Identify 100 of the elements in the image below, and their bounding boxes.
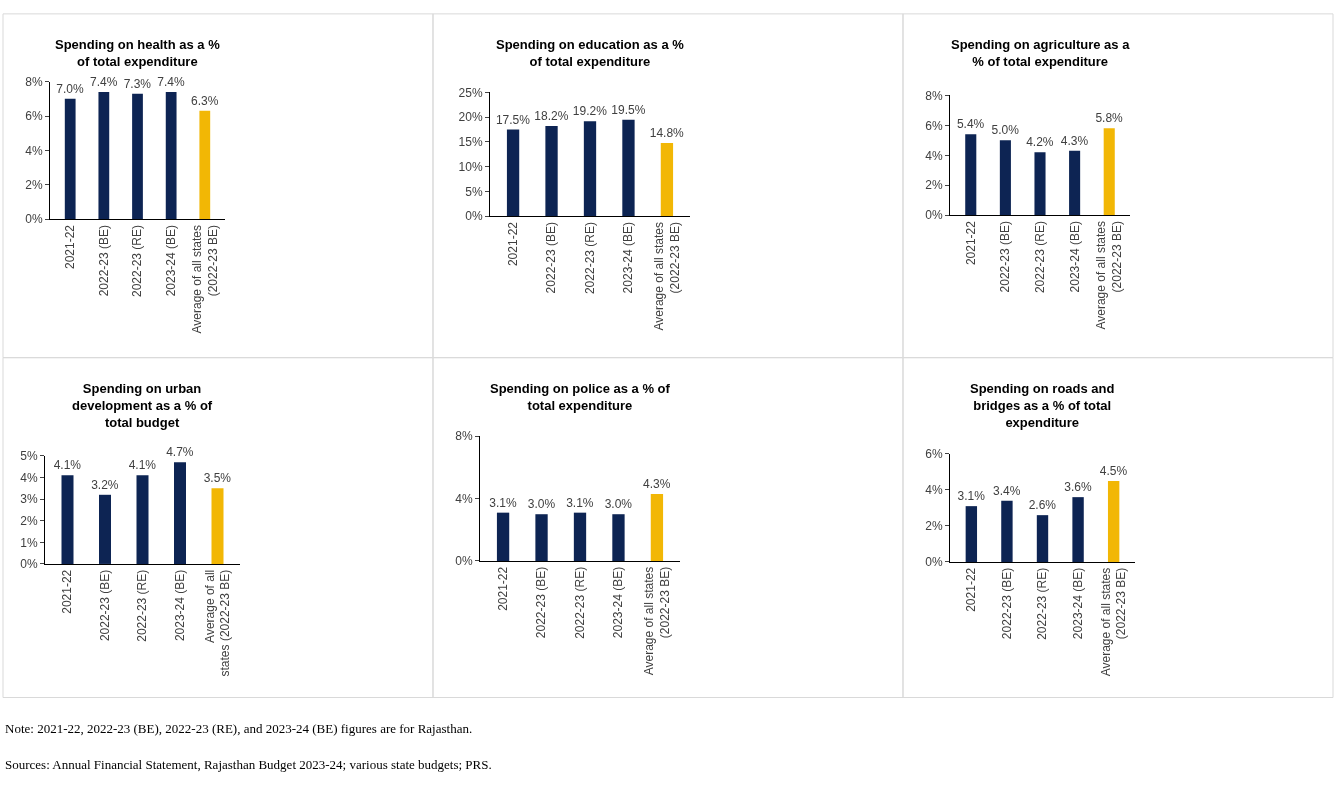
- y-tick-label: 2%: [925, 519, 943, 534]
- bar: [1001, 500, 1013, 562]
- data-label: 3.0%: [527, 497, 556, 512]
- x-tick-label: 2021-22: [963, 220, 978, 266]
- x-tick-label: 2021-22: [495, 566, 510, 611]
- bar: [583, 121, 597, 217]
- bar: [1103, 128, 1115, 216]
- data-label: 4.2%: [1026, 135, 1054, 150]
- y-tick-label: 6%: [925, 118, 943, 133]
- y-tick-label: 8%: [925, 88, 943, 103]
- y-tick-label: 0%: [25, 212, 43, 227]
- data-label: 4.1%: [53, 458, 82, 473]
- x-tick-label: Average of all states (2022-23 BE): [1094, 221, 1124, 330]
- chart-title: Spending on roads and bridges as a % of total expenditure: [970, 381, 1115, 430]
- y-tick-label: 3%: [20, 492, 38, 507]
- y-tick-label: 0%: [465, 209, 483, 224]
- data-label: 3.1%: [489, 495, 517, 510]
- bar: [61, 475, 74, 564]
- data-label: 3.6%: [1064, 480, 1092, 495]
- data-label: 3.1%: [957, 489, 986, 504]
- x-tick-label: Average of all states (2022-23 BE): [1098, 567, 1129, 677]
- text: Note: 2021-22, 2022-23 (BE), 2022-23 (RE), and 2023-24 (BE) figures are for Rajasthan.: [5, 721, 473, 736]
- bar: [132, 93, 143, 220]
- y-tick-label: 15%: [458, 135, 483, 150]
- x-tick-label: 2021-22: [505, 221, 520, 267]
- x-tick-label: 2022-23 (BE): [97, 569, 112, 642]
- bar: [535, 514, 548, 561]
- y-tick-label: 4%: [25, 143, 43, 158]
- y-tick-label: 0%: [20, 557, 38, 572]
- x-tick-label: 2023-24 (BE): [611, 566, 626, 639]
- data-label: 3.1%: [566, 495, 594, 510]
- bar: [165, 91, 177, 220]
- x-tick-label: 2022-23 (BE): [534, 566, 549, 639]
- y-tick-label: 20%: [458, 110, 483, 125]
- y-tick-label: 6%: [25, 109, 43, 124]
- x-tick-label: Average of all states (2022-23 BE): [652, 222, 682, 331]
- bar: [1069, 150, 1081, 216]
- x-tick-label: 2023-24 (BE): [1067, 221, 1082, 293]
- bar: [1034, 152, 1046, 216]
- y-tick-label: 0%: [925, 555, 943, 570]
- y-tick-label: 8%: [25, 74, 43, 89]
- bar: [1107, 480, 1120, 562]
- bar: [650, 493, 664, 561]
- x-tick-label: Average of all states (2022-23 BE): [202, 569, 233, 677]
- x-tick-label: 2022-23 (RE): [130, 224, 145, 298]
- y-tick-label: 2%: [20, 513, 38, 528]
- x-tick-label: 2022-23 (BE): [998, 221, 1013, 293]
- bar: [622, 119, 635, 217]
- data-label: 18.2%: [534, 109, 569, 124]
- y-tick-label: 5%: [20, 449, 38, 464]
- x-tick-label: 2022-23 (BE): [999, 567, 1014, 640]
- bar: [99, 494, 111, 564]
- bar: [506, 129, 520, 217]
- y-tick-label: 10%: [458, 159, 483, 174]
- x-tick-label: 2022-23 (RE): [1032, 221, 1047, 294]
- data-label: 7.4%: [90, 74, 118, 89]
- data-label: 3.4%: [993, 483, 1021, 498]
- data-label: 4.7%: [166, 445, 194, 460]
- bar: [545, 126, 558, 217]
- data-label: 5.8%: [1095, 111, 1124, 126]
- data-label: 4.3%: [643, 476, 671, 491]
- source-note: Sources: Annual Financial Statement, Rajasthan Budget 2023-24; various state budgets; PRS.: [5, 757, 492, 772]
- bar: [965, 134, 977, 216]
- x-tick-label: 2022-23 (RE): [582, 222, 597, 295]
- bar: [174, 462, 186, 564]
- bar: [64, 98, 76, 220]
- x-tick-label: 2022-23 (RE): [1035, 567, 1050, 640]
- data-label: 17.5%: [495, 112, 531, 127]
- data-label: 5.0%: [991, 123, 1020, 138]
- data-label: 6.3%: [190, 93, 219, 108]
- data-label: 7.0%: [56, 81, 85, 96]
- x-tick-label: Average of all states (2022-23 BE): [642, 566, 672, 676]
- bar: [1072, 497, 1084, 562]
- y-tick-label: 25%: [458, 85, 483, 100]
- y-tick-label: 4%: [20, 470, 38, 485]
- bar: [199, 110, 211, 220]
- bar: [136, 475, 149, 564]
- bar: [612, 514, 625, 561]
- x-tick-label: 2021-22: [60, 569, 75, 614]
- bar: [573, 512, 587, 561]
- y-tick-label: 4%: [925, 483, 943, 498]
- bar: [1036, 515, 1049, 562]
- chart-title: Spending on police as a % of total expenditure: [490, 381, 671, 413]
- x-tick-label: 2021-22: [964, 567, 979, 612]
- y-tick-label: 8%: [455, 429, 473, 444]
- x-tick-label: 2022-23 (RE): [572, 566, 587, 639]
- data-label: 3.5%: [203, 471, 232, 486]
- bar: [211, 488, 224, 564]
- x-tick-label: 2022-23 (RE): [135, 569, 150, 642]
- y-tick-label: 2%: [25, 177, 43, 192]
- x-tick-label: 2023-24 (BE): [164, 224, 179, 297]
- data-label: 7.3%: [123, 76, 152, 91]
- data-label: 19.2%: [572, 104, 608, 119]
- y-tick-label: 0%: [455, 554, 473, 569]
- x-tick-label: 2023-24 (BE): [621, 222, 636, 294]
- data-label: 19.5%: [611, 102, 646, 117]
- data-label: 3.2%: [91, 477, 119, 492]
- chart-title: Spending on health as a % of total expenditure: [55, 37, 221, 69]
- x-tick-label: Average of all states (2022-23 BE): [189, 224, 220, 334]
- y-tick-label: 0%: [925, 208, 943, 223]
